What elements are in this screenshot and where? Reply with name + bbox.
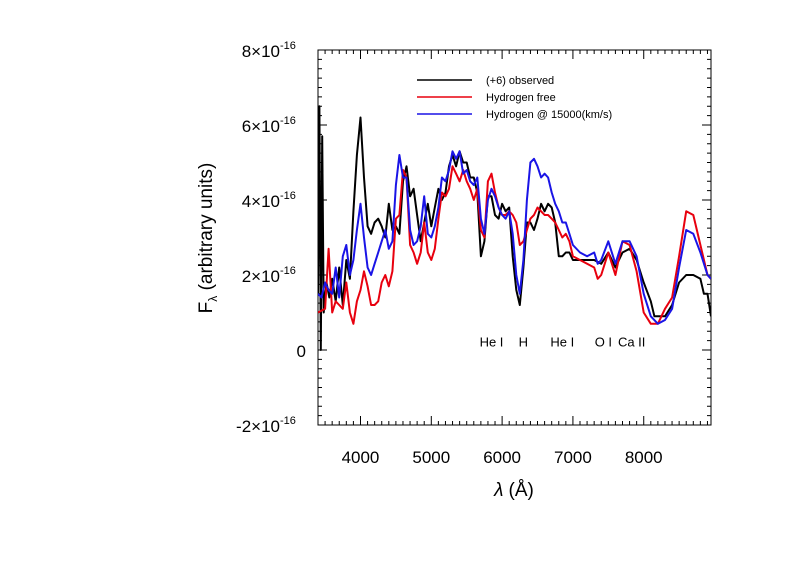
x-axis-symbol: λ: [493, 480, 503, 501]
y-tick-label: 0: [297, 342, 306, 361]
y-tick-label: 2×10-16: [242, 265, 296, 286]
x-tick-label: 7000: [554, 448, 592, 467]
x-tick-label: 6000: [483, 448, 521, 467]
legend: (+6) observed Hydrogen free Hydrogen @ 150…: [417, 75, 612, 121]
series-line-2: [318, 150, 711, 325]
y-axis-main: F: [196, 302, 217, 314]
line-id-label: Ca II: [618, 334, 645, 349]
y-tick-label: 4×10-16: [242, 190, 296, 211]
axes: 4000 5000 6000 7000 8000 -2×10-16 0 2×10-16 4×10…: [236, 40, 711, 467]
series-line-0: [318, 105, 711, 351]
line-id-label: He I: [480, 334, 504, 349]
y-tick-label: -2×10-16: [236, 415, 296, 436]
legend-label: (+6) observed: [486, 75, 554, 87]
y-axis-title: Fλ (arbitrary units): [196, 163, 220, 314]
line-annotations: He I H He I O I Ca II: [480, 334, 646, 349]
legend-label: Hydrogen @ 15000(km/s): [486, 109, 612, 121]
x-axis-title: λ (Å): [493, 480, 534, 501]
line-id-label: He I: [550, 334, 574, 349]
y-tick-label: 6×10-16: [242, 115, 296, 136]
y-tick-label: 8×10-16: [242, 40, 296, 61]
x-tick-label: 5000: [412, 448, 450, 467]
y-axis-sub: λ: [206, 296, 220, 302]
x-tick-label: 4000: [342, 448, 380, 467]
y-axis-rest: (arbitrary units): [196, 163, 217, 296]
line-id-label: H: [519, 334, 528, 349]
line-id-label: O I: [595, 334, 612, 349]
x-axis-unit: (Å): [509, 480, 534, 501]
plot-frame: [317, 49, 712, 426]
x-tick-label: 8000: [625, 448, 663, 467]
series-line-1: [318, 165, 711, 325]
legend-label: Hydrogen free: [486, 92, 556, 104]
series-group: [318, 105, 711, 351]
